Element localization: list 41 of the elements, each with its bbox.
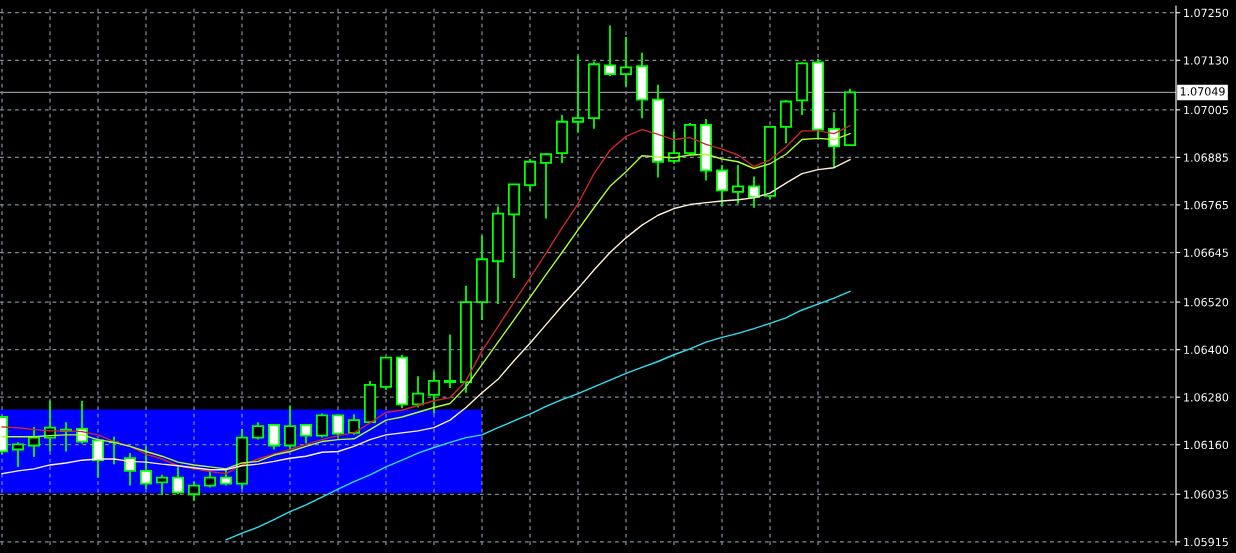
candlestick: [315, 412, 329, 439]
y-tick-label: 1.06645: [1184, 248, 1228, 257]
y-tick-label: 1.05915: [1184, 537, 1228, 547]
candlestick: [283, 404, 297, 451]
candlestick: [267, 424, 281, 451]
candlestick: [411, 375, 425, 409]
candlestick: [427, 370, 441, 415]
candlestick: [539, 152, 553, 220]
candlestick: [731, 164, 745, 205]
y-tick-label: 1.06280: [1184, 393, 1229, 402]
candlestick: [347, 413, 361, 436]
candlestick: [11, 441, 25, 468]
line-series: [225, 290, 851, 541]
y-tick-label: 1.06400: [1184, 345, 1229, 354]
candlestick: [715, 164, 729, 207]
y-tick-label: 1.07250: [1184, 8, 1229, 18]
y-tick-label: 1.07005: [1184, 105, 1228, 115]
y-tick-label: 1.06160: [1184, 440, 1229, 450]
y-tick-label: 1.07130: [1184, 56, 1229, 65]
candlestick: [747, 175, 761, 209]
candlestick: [139, 445, 153, 491]
y-tick-label: 1.06035: [1184, 490, 1228, 499]
candlestick: [603, 24, 617, 78]
candlestick: [571, 54, 585, 134]
candlestick: [331, 414, 345, 439]
candlestick: [299, 424, 313, 445]
candlestick: [27, 425, 41, 458]
candlestick: [619, 36, 633, 88]
y-tick-label: 1.06765: [1184, 200, 1228, 210]
y-tick-label: 1.06885: [1184, 153, 1228, 162]
candlestick: [171, 466, 185, 496]
candlestick: [667, 130, 681, 165]
candlestick: [107, 435, 121, 466]
candlestick: [523, 158, 537, 192]
ref-line-label: 1.07049: [1180, 87, 1225, 96]
candlestick: [443, 333, 457, 389]
candlestick: [123, 452, 137, 487]
candlestick: [91, 439, 105, 479]
candlestick: [187, 480, 201, 502]
y-tick-label: 1.06520: [1184, 298, 1229, 307]
candlestick: [155, 473, 169, 496]
